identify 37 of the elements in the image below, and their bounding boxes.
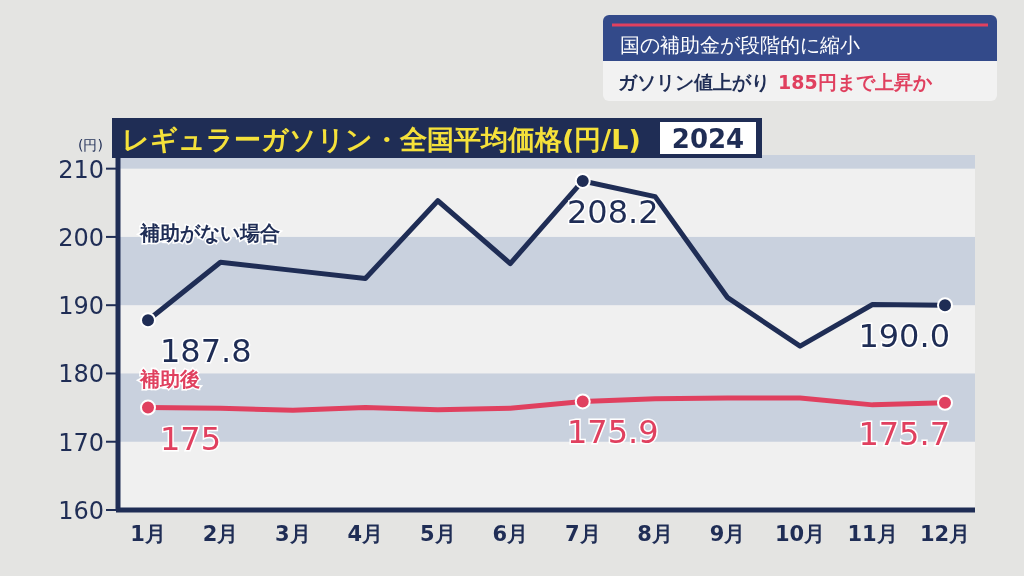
x-tick-label: 9月 (709, 522, 746, 546)
y-axis-title: (円) (78, 137, 103, 153)
text: 国の補助金が段階的に縮小 (620, 33, 860, 57)
data-label: 175.7 (858, 414, 950, 453)
x-tick-label: 6月 (492, 522, 529, 546)
point (937, 394, 953, 411)
data-label: 208.2 (566, 192, 659, 231)
y-tick-label: 200 (58, 223, 104, 252)
y-tick-label: 210 (58, 155, 104, 184)
x-tick-label: 8月 (637, 522, 673, 546)
point (937, 297, 953, 314)
data-label: 190.0 (858, 317, 950, 356)
x-tick-label: 3月 (275, 522, 311, 546)
x-tick-label: 7月 (564, 522, 601, 546)
x-tick-label: 12月 (919, 522, 971, 546)
point (140, 312, 156, 329)
chart-subtitle: 2024 (671, 124, 745, 154)
data-label: 175.9 (566, 413, 659, 452)
text: 185円まで上昇か (778, 71, 933, 93)
x-tick-label: 10月 (774, 522, 826, 546)
x-tick-label: 2月 (202, 522, 239, 546)
x-tick-label: 11月 (847, 522, 898, 546)
text: ガソリン値上がり (618, 71, 770, 93)
point (140, 399, 156, 416)
series-label: 補助後 (139, 366, 200, 391)
y-tick-label: 160 (58, 497, 104, 525)
y-tick-label: 180 (58, 360, 104, 389)
y-tick-label: 170 (58, 428, 104, 457)
chart-title: レギュラーガソリン・全国平均価格(円/L) (122, 124, 641, 155)
point (574, 393, 591, 410)
y-tick-label: 190 (58, 292, 104, 321)
data-label: 175 (160, 419, 222, 458)
x-tick-label: 4月 (347, 522, 384, 546)
x-tick-label: 1月 (130, 522, 166, 546)
point (574, 172, 591, 189)
x-tick-label: 5月 (420, 522, 456, 546)
series-label: 補助がない場合 (139, 221, 280, 246)
